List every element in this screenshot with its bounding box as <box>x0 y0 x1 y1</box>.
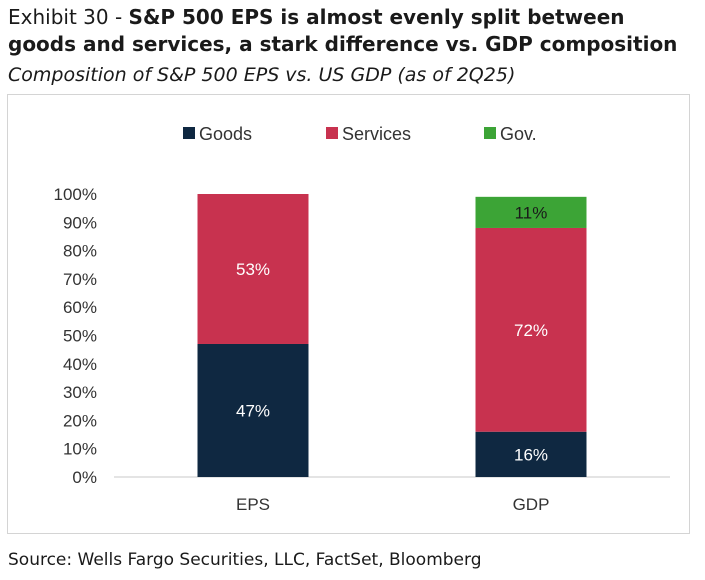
chart-area: 0% 10% 20% 30% 40% 50% 60% 70% 80% 90% 100% 47% 53% E… <box>7 94 690 534</box>
bar-segment-gov-gdp <box>475 196 587 228</box>
y-tick-label: 30% <box>63 383 97 402</box>
data-label: 16% <box>514 445 548 464</box>
bar-segment-services-eps <box>197 194 309 344</box>
headline: S&P 500 EPS is almost evenly split betwe… <box>8 5 678 56</box>
data-label: 72% <box>514 321 548 340</box>
data-label: 53% <box>236 260 270 279</box>
y-tick-label: 0% <box>72 468 97 487</box>
source-note: Source: Wells Fargo Securities, LLC, Fac… <box>8 550 482 570</box>
data-label: 11% <box>515 203 548 222</box>
y-tick-label: 40% <box>63 355 97 374</box>
legend-swatch-gov <box>484 127 496 139</box>
legend-swatch-services <box>326 127 338 139</box>
bar-segment-goods-gdp <box>475 431 587 477</box>
y-tick-label: 10% <box>63 440 97 459</box>
y-tick-label: 70% <box>63 270 97 289</box>
y-tick-label: 100% <box>54 185 97 204</box>
y-tick-label: 80% <box>63 242 97 261</box>
y-tick-label: 60% <box>63 298 97 317</box>
legend-label: Services <box>342 124 411 144</box>
x-category-label: EPS <box>236 495 270 514</box>
y-tick-label: 20% <box>63 411 97 430</box>
legend-label: Gov. <box>500 124 537 144</box>
x-category-label: GDP <box>513 495 550 514</box>
legend-swatch-goods <box>183 127 195 139</box>
y-tick-label: 50% <box>63 327 97 346</box>
chart-subtitle: Composition of S&P 500 EPS vs. US GDP (a… <box>8 64 516 86</box>
bar-segment-services-gdp <box>475 227 587 432</box>
legend-label: Goods <box>199 124 252 144</box>
exhibit-label: Exhibit 30 - <box>8 5 129 29</box>
data-label: 47% <box>236 401 270 420</box>
stacked-bar-chart: 0% 10% 20% 30% 40% 50% 60% 70% 80% 90% 100% 47% 53% E… <box>54 124 670 514</box>
bar-segment-goods-eps <box>197 343 309 477</box>
chart-title: Exhibit 30 - S&P 500 EPS is almost evenl… <box>8 4 698 58</box>
y-tick-label: 90% <box>63 213 97 232</box>
